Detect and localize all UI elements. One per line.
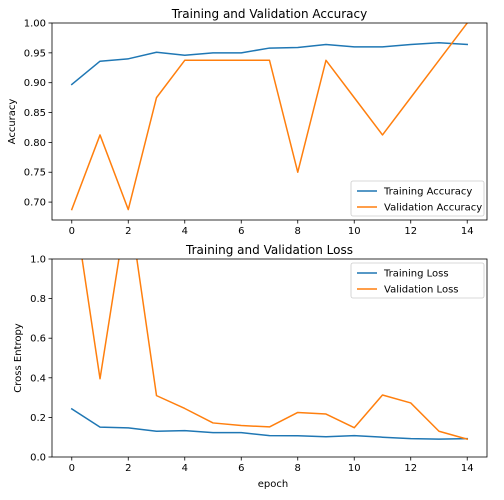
accuracy-series-0-line	[70, 41, 469, 86]
accuracy-legend-label: Validation Accuracy	[384, 203, 482, 214]
accuracy-y-axis-label: Accuracy	[7, 99, 18, 145]
loss-legend: Training Loss Validation Loss	[350, 262, 485, 299]
loss-x-tick-label: 14	[461, 463, 474, 474]
loss-chart-title: Training and Validation Loss	[185, 243, 353, 257]
accuracy-y-tick-label: 0.95	[24, 48, 46, 59]
loss-y-tick-label: 0.2	[30, 413, 46, 424]
loss-y-tick-label: 0.4	[30, 373, 46, 384]
loss-chart: Training and Validation Loss 0 2 4 6 8 10 12 14…	[13, 243, 488, 490]
loss-y-axis-label: Cross Entropy	[13, 323, 24, 393]
loss-series-1-line	[81, 259, 469, 441]
accuracy-y-tick-label: 0.90	[24, 78, 46, 89]
accuracy-legend-label: Training Accuracy	[383, 187, 472, 198]
loss-y-tick-label: 1.0	[30, 255, 46, 266]
accuracy-x-tick-label: 12	[404, 226, 417, 237]
loss-legend-frame	[350, 262, 485, 299]
accuracy-x-tick-label: 10	[348, 226, 361, 237]
loss-x-axis-label: epoch	[258, 479, 288, 490]
loss-x-tick-label: 10	[348, 463, 361, 474]
loss-legend-label: Validation Loss	[384, 285, 459, 296]
accuracy-x-tick-label: 4	[182, 226, 188, 237]
loss-x-tick-label: 12	[404, 463, 417, 474]
loss-x-tick-label: 4	[182, 463, 188, 474]
accuracy-x-tick-label: 8	[295, 226, 301, 237]
loss-y-tick-label: 0.8	[30, 294, 46, 305]
accuracy-ticks: 0 2 4 6 8 10 12 14 0.70 0.75 0.80 0.85 0.90 0.95 1.00	[24, 19, 474, 238]
accuracy-legend-frame	[350, 180, 485, 217]
accuracy-y-tick-label: 1.00	[24, 19, 46, 30]
accuracy-legend: Training Accuracy Validation Accuracy	[350, 180, 485, 217]
accuracy-x-tick-label: 2	[125, 226, 131, 237]
accuracy-chart: Training and Validation Accuracy 0 2 4 6 8 10…	[7, 7, 488, 238]
loss-y-tick-label: 0.6	[30, 334, 46, 345]
loss-ticks: 0 2 4 6 8 10 12 14 0.0 0.2 0.4 0.6 0.8 1.0	[30, 255, 474, 475]
accuracy-x-tick-label: 6	[238, 226, 244, 237]
loss-series-0-line	[70, 407, 468, 440]
accuracy-axes-frame	[51, 22, 488, 221]
accuracy-x-tick-label: 14	[461, 226, 474, 237]
accuracy-series-1-line	[70, 23, 469, 211]
accuracy-y-tick-label: 0.85	[24, 108, 46, 119]
loss-x-tick-label: 2	[125, 463, 131, 474]
accuracy-chart-title: Training and Validation Accuracy	[171, 7, 367, 21]
loss-legend-label: Training Loss	[383, 269, 449, 280]
loss-axes-frame	[51, 258, 488, 458]
accuracy-x-tick-label: 0	[69, 226, 75, 237]
loss-x-tick-label: 6	[238, 463, 244, 474]
accuracy-plot-area	[70, 23, 469, 211]
loss-x-tick-label: 8	[295, 463, 301, 474]
accuracy-y-tick-label: 0.70	[24, 198, 46, 209]
accuracy-y-tick-label: 0.75	[24, 168, 46, 179]
loss-x-tick-label: 0	[69, 463, 75, 474]
loss-y-tick-label: 0.0	[30, 453, 46, 464]
accuracy-y-tick-label: 0.80	[24, 138, 46, 149]
loss-plot-area	[70, 259, 469, 441]
